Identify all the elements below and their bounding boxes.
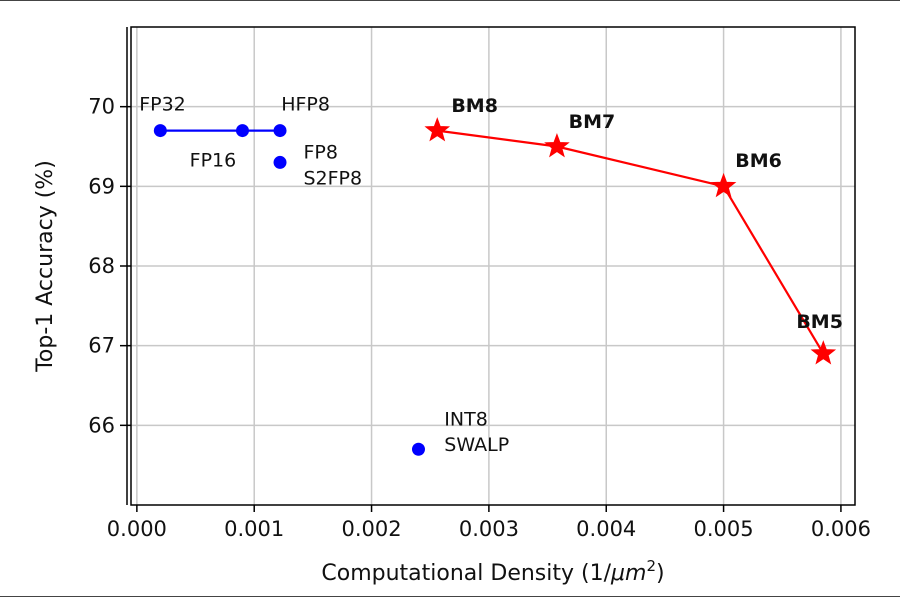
x-axis-title-superscript: 2 (646, 557, 656, 575)
point-annotations: FP32 HFP8 FP16 FP8 S2FP8 INT8 SWALP BM8 BM7 BM6 BM… (139, 94, 843, 456)
x-tick-label: 0.003 (459, 517, 519, 541)
data-series (153, 117, 837, 456)
y-tick-label: 67 (88, 334, 115, 358)
point-label: FP16 (190, 149, 237, 171)
y-tick-label: 66 (88, 413, 115, 437)
point-label: INT8 (444, 408, 488, 430)
circle-marker (235, 124, 249, 138)
x-tick-label: 0.002 (341, 517, 401, 541)
axis-ticks: 0.000 0.001 0.002 0.003 0.004 0.005 0.006 66 67 6… (88, 95, 871, 541)
star-marker (544, 133, 570, 158)
x-axis-title: Computational Density (1/μm2) (321, 557, 664, 586)
x-tick-label: 0.006 (811, 517, 871, 541)
x-axis-title-text: Computational Density (1/ (321, 561, 611, 586)
circle-marker (273, 124, 287, 138)
point-label: FP8 (303, 141, 337, 163)
x-tick-label: 0.004 (576, 517, 636, 541)
x-tick-label: 0.000 (107, 517, 167, 541)
y-tick-label: 70 (88, 95, 115, 119)
star-marker (810, 340, 837, 365)
point-label: HFP8 (281, 94, 330, 116)
y-tick-label: 69 (88, 174, 115, 198)
point-label: SWALP (444, 434, 509, 456)
circle-marker (411, 442, 425, 456)
point-label: BM8 (451, 95, 498, 117)
star-marker (424, 117, 451, 142)
x-axis-title-close: ) (656, 561, 665, 586)
point-label: BM6 (735, 150, 782, 172)
x-axis-title-unit: μm (610, 561, 646, 586)
point-label: S2FP8 (303, 168, 362, 190)
x-tick-label: 0.001 (224, 517, 284, 541)
circle-marker (153, 124, 167, 138)
x-tick-label: 0.005 (694, 517, 754, 541)
circle-marker (273, 155, 287, 169)
star-marker (710, 172, 737, 198)
y-tick-label: 68 (88, 254, 115, 278)
point-label: FP32 (139, 94, 186, 116)
grid-lines (131, 27, 855, 505)
series-line (437, 129, 825, 355)
y-axis-title: Top-1 Accuracy (%) (33, 160, 58, 373)
point-label: BM5 (796, 311, 843, 333)
point-label: BM7 (569, 111, 616, 133)
